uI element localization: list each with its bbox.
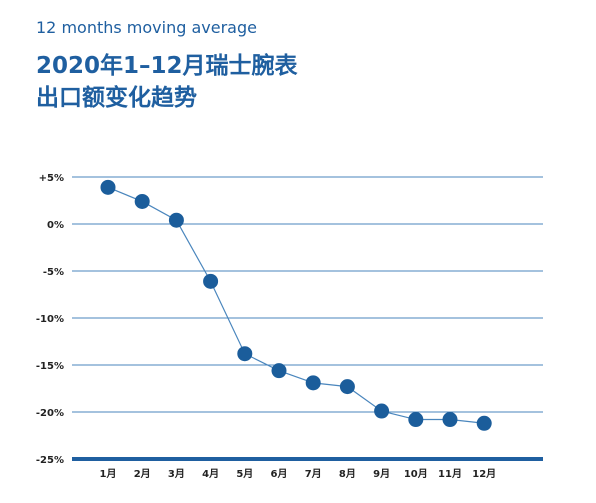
chart-title: 2020年1–12月瑞士腕表 出口额变化趋势: [36, 50, 298, 114]
data-point: [374, 403, 390, 419]
x-tick-label: 9月: [373, 468, 390, 480]
x-tick-label: 11月: [438, 468, 462, 480]
grid-lines: [72, 176, 543, 461]
x-axis: 1月 2月 3月 4月 5月 6月 7月 8月 9月 10月 11月 12月: [100, 468, 497, 480]
x-tick-label: 1月: [100, 468, 117, 480]
data-point: [271, 363, 287, 379]
data-point: [134, 193, 150, 209]
y-tick-label: -10%: [36, 314, 64, 325]
x-tick-label: 2月: [134, 468, 151, 480]
data-point: [237, 346, 253, 362]
x-tick-label: 4月: [202, 468, 219, 480]
x-tick-label: 7月: [305, 468, 322, 480]
chart-subtitle: 12 months moving average: [36, 18, 257, 37]
data-point: [305, 375, 321, 391]
chart-title-line-2: 出口额变化趋势: [36, 85, 197, 111]
data-point: [476, 415, 492, 431]
data-point: [442, 412, 458, 428]
x-tick-label: 6月: [271, 468, 288, 480]
data-point: [168, 212, 184, 228]
data-point: [408, 412, 424, 428]
chart-title-line-1: 2020年1–12月瑞士腕表: [36, 53, 298, 79]
x-tick-label: 5月: [236, 468, 253, 480]
x-tick-label: 10月: [404, 468, 428, 480]
x-tick-label: 8月: [339, 468, 356, 480]
y-tick-label: -20%: [36, 408, 64, 419]
y-axis: +5% 0% -5% -10% -15% -20% -25%: [36, 173, 64, 466]
y-tick-label: -5%: [43, 267, 64, 278]
series-line: [107, 186, 485, 424]
x-tick-label: 3月: [168, 468, 185, 480]
data-point: [339, 379, 355, 395]
y-tick-label: -15%: [36, 361, 64, 372]
y-tick-label: +5%: [39, 173, 64, 184]
x-tick-label: 12月: [472, 468, 496, 480]
data-point: [203, 273, 219, 289]
data-point: [100, 179, 116, 195]
y-tick-label: -25%: [36, 455, 64, 466]
series-monthly-change: [100, 179, 492, 431]
y-tick-label: 0%: [47, 220, 64, 231]
